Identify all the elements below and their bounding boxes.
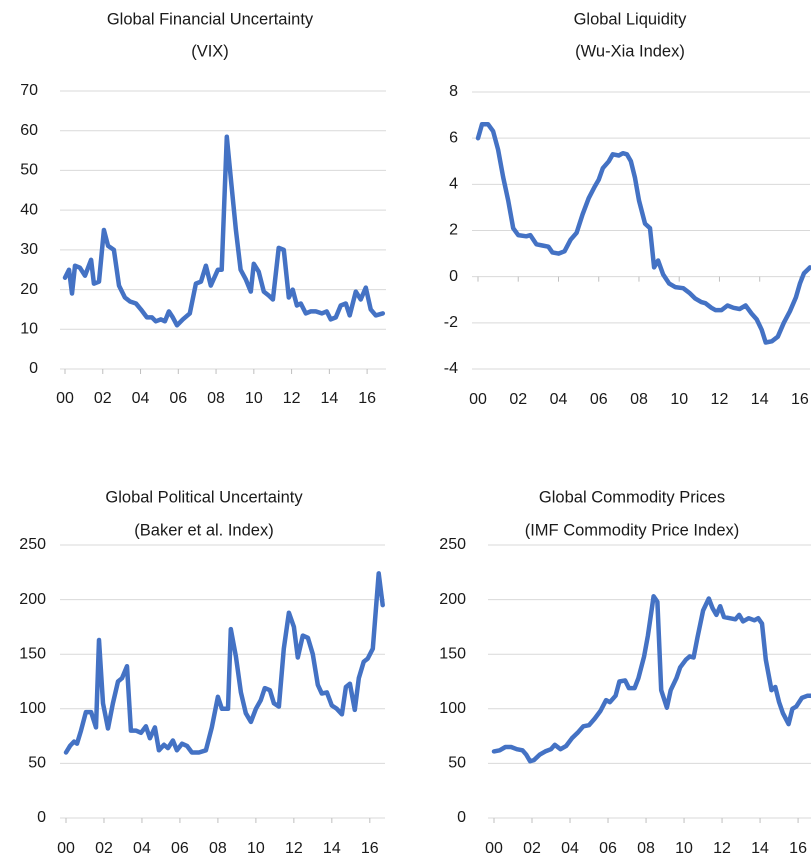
data-line <box>63 571 385 755</box>
x-tick-label: 00 <box>485 840 503 857</box>
x-tick-label: 10 <box>675 840 693 857</box>
x-tick-label: 04 <box>133 840 151 857</box>
y-tick-label: 100 <box>439 700 466 717</box>
y-tick-label: 70 <box>20 82 38 99</box>
y-tick-label: 150 <box>439 645 466 662</box>
chart-subtitle: (VIX) <box>191 42 229 60</box>
x-tick-label: 12 <box>713 840 731 857</box>
y-tick-label: 50 <box>28 755 46 772</box>
y-tick-label: -2 <box>444 314 458 331</box>
y-tick-label: 30 <box>20 241 38 258</box>
y-tick-label: 10 <box>20 321 38 338</box>
x-tick-label: 06 <box>169 390 187 407</box>
y-tick-label: 2 <box>449 222 458 239</box>
y-tick-label: 4 <box>449 176 458 193</box>
x-tick-label: 10 <box>247 840 265 857</box>
y-tick-label: 100 <box>19 700 46 717</box>
chart-title: Global Liquidity <box>574 10 688 28</box>
x-tick-label: 10 <box>670 391 688 408</box>
x-tick-label: 16 <box>358 390 376 407</box>
y-tick-label: 250 <box>19 536 46 553</box>
chart-subtitle: (Wu-Xia Index) <box>575 42 685 60</box>
y-tick-label: 8 <box>449 83 458 100</box>
x-tick-label: 08 <box>209 840 227 857</box>
x-tick-label: 10 <box>245 390 263 407</box>
x-tick-label: 06 <box>590 391 608 408</box>
x-tick-label: 14 <box>751 840 769 857</box>
x-tick-label: 04 <box>550 391 568 408</box>
x-tick-label: 06 <box>599 840 617 857</box>
y-tick-label: 0 <box>449 268 458 285</box>
x-tick-label: 04 <box>132 390 150 407</box>
x-tick-label: 08 <box>207 390 225 407</box>
x-tick-label: 16 <box>789 840 807 857</box>
data-line <box>475 122 811 345</box>
x-tick-label: 02 <box>523 840 541 857</box>
y-tick-label: 250 <box>439 536 466 553</box>
x-tick-label: 00 <box>56 390 74 407</box>
x-tick-label: 14 <box>751 391 769 408</box>
data-line <box>62 134 386 328</box>
chart-title: Global Political Uncertainty <box>105 488 303 506</box>
chart-title: Global Commodity Prices <box>539 488 725 506</box>
data-line <box>491 594 811 764</box>
chart-subtitle: (IMF Commodity Price Index) <box>525 521 740 539</box>
x-tick-label: 02 <box>509 391 527 408</box>
y-tick-label: -4 <box>444 360 458 377</box>
x-tick-label: 04 <box>561 840 579 857</box>
chart-title: Global Financial Uncertainty <box>107 10 314 28</box>
y-tick-label: 6 <box>449 129 458 146</box>
x-tick-label: 12 <box>285 840 303 857</box>
y-tick-label: 20 <box>20 281 38 298</box>
y-tick-label: 0 <box>457 809 466 826</box>
y-tick-label: 0 <box>37 809 46 826</box>
y-tick-label: 200 <box>439 591 466 608</box>
x-tick-label: 00 <box>57 840 75 857</box>
x-tick-label: 02 <box>94 390 112 407</box>
x-tick-label: 16 <box>361 840 379 857</box>
y-tick-label: 50 <box>448 755 466 772</box>
y-tick-label: 0 <box>29 360 38 377</box>
y-tick-label: 50 <box>20 162 38 179</box>
x-tick-label: 02 <box>95 840 113 857</box>
y-tick-label: 150 <box>19 645 46 662</box>
x-tick-label: 14 <box>320 390 338 407</box>
x-tick-label: 14 <box>323 840 341 857</box>
y-tick-label: 40 <box>20 201 38 218</box>
y-tick-label: 200 <box>19 591 46 608</box>
x-tick-label: 12 <box>711 391 729 408</box>
chart-subtitle: (Baker et al. Index) <box>134 521 273 539</box>
y-tick-label: 60 <box>20 122 38 139</box>
x-tick-label: 16 <box>791 391 809 408</box>
x-tick-label: 08 <box>637 840 655 857</box>
x-tick-label: 08 <box>630 391 648 408</box>
x-tick-label: 00 <box>469 391 487 408</box>
x-tick-label: 12 <box>283 390 301 407</box>
x-tick-label: 06 <box>171 840 189 857</box>
